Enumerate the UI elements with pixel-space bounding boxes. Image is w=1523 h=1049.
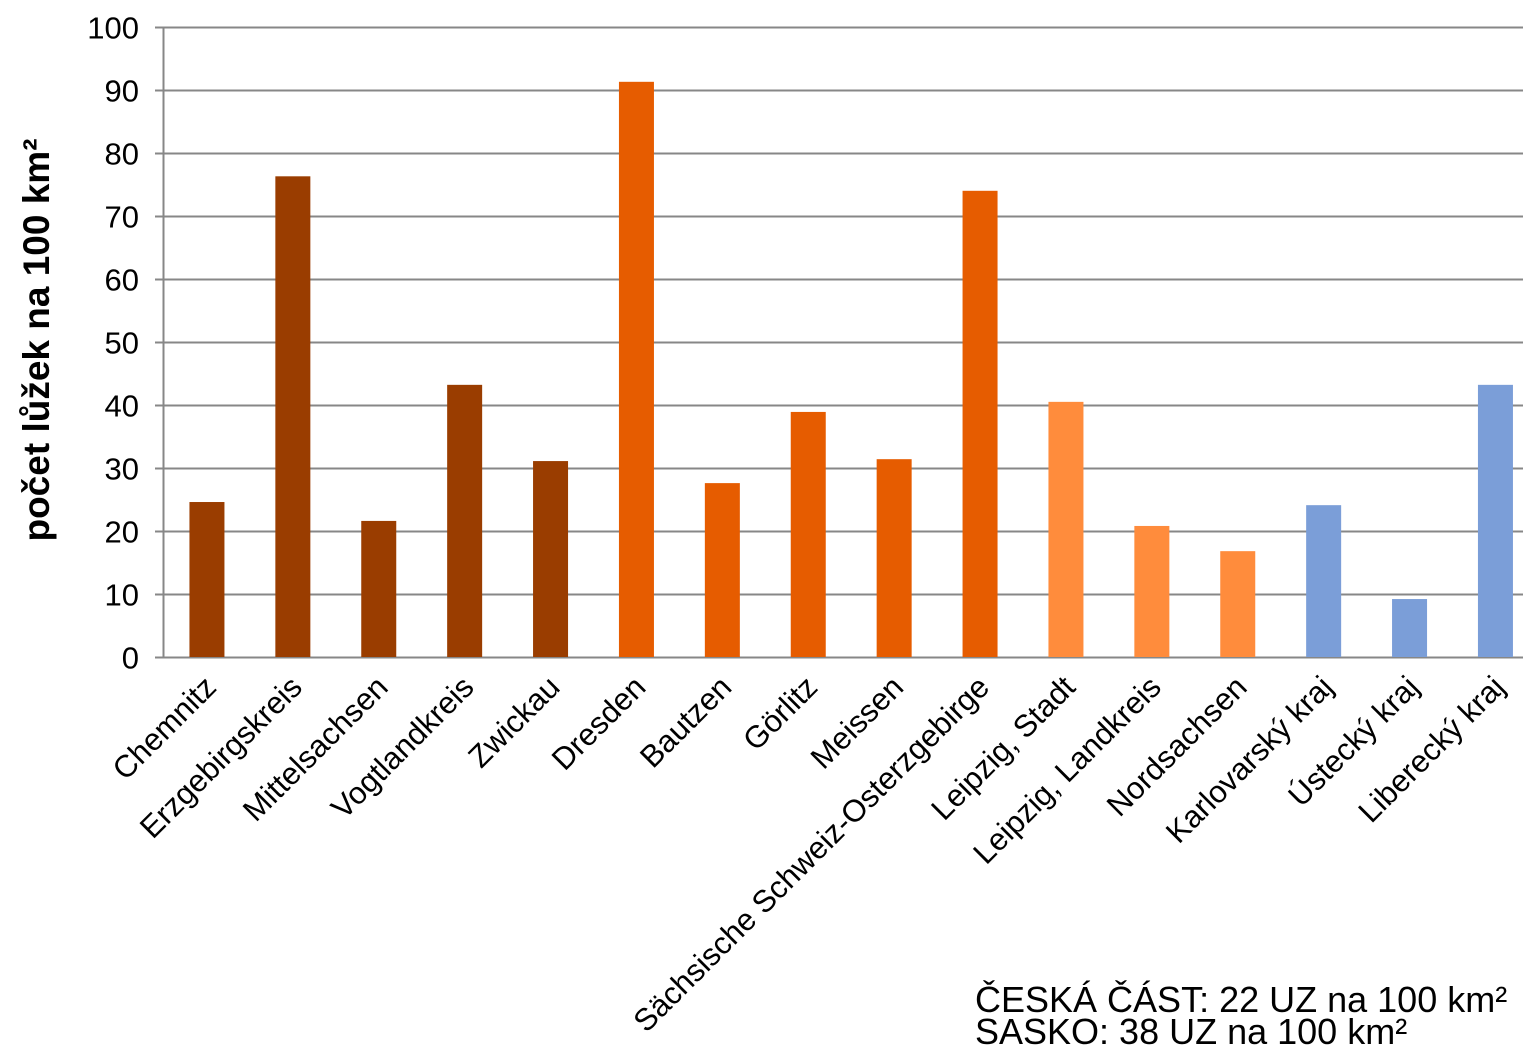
y-tick-labels: 0 10 20 30 40 50 60 70 80 90 100: [87, 11, 139, 676]
bar: [189, 502, 225, 657]
y-tick-label: 80: [105, 137, 139, 172]
bar: [1220, 551, 1256, 657]
bar: [447, 384, 483, 657]
annotation-czech-part: ČESKÁ ČÁST: 22 UZ na 100 km²: [975, 979, 1507, 1020]
bar: [962, 190, 998, 658]
bar: [1392, 599, 1428, 657]
bar: [618, 81, 654, 657]
y-tick-label: 60: [105, 263, 139, 298]
y-tick-label: 30: [105, 452, 139, 487]
y-tick-label: 20: [105, 515, 139, 550]
annotation-saxony: SASKO: 38 UZ na 100 km²: [975, 1011, 1407, 1049]
bar: [1048, 401, 1084, 657]
bar: [876, 459, 912, 657]
bar: [361, 520, 397, 657]
annotation: ČESKÁ ČÁST: 22 UZ na 100 km² SASKO: 38 U…: [975, 979, 1507, 1049]
y-tick-label: 0: [122, 641, 139, 676]
bar: [790, 411, 826, 657]
y-tick-label: 90: [105, 74, 139, 109]
bar: [533, 461, 569, 657]
y-tick-label: 50: [105, 326, 139, 361]
y-tick-label: 40: [105, 389, 139, 424]
bars: [189, 81, 1513, 658]
bar: [275, 176, 311, 657]
bar: [1134, 525, 1170, 657]
bar: [1306, 505, 1342, 657]
y-tick-label: 10: [105, 578, 139, 613]
bar: [1477, 384, 1513, 657]
bar: [704, 483, 740, 657]
y-axis-title: počet lůžek na 100 km²: [16, 138, 57, 541]
y-tick-label: 70: [105, 200, 139, 235]
y-tick-label: 100: [87, 11, 139, 46]
